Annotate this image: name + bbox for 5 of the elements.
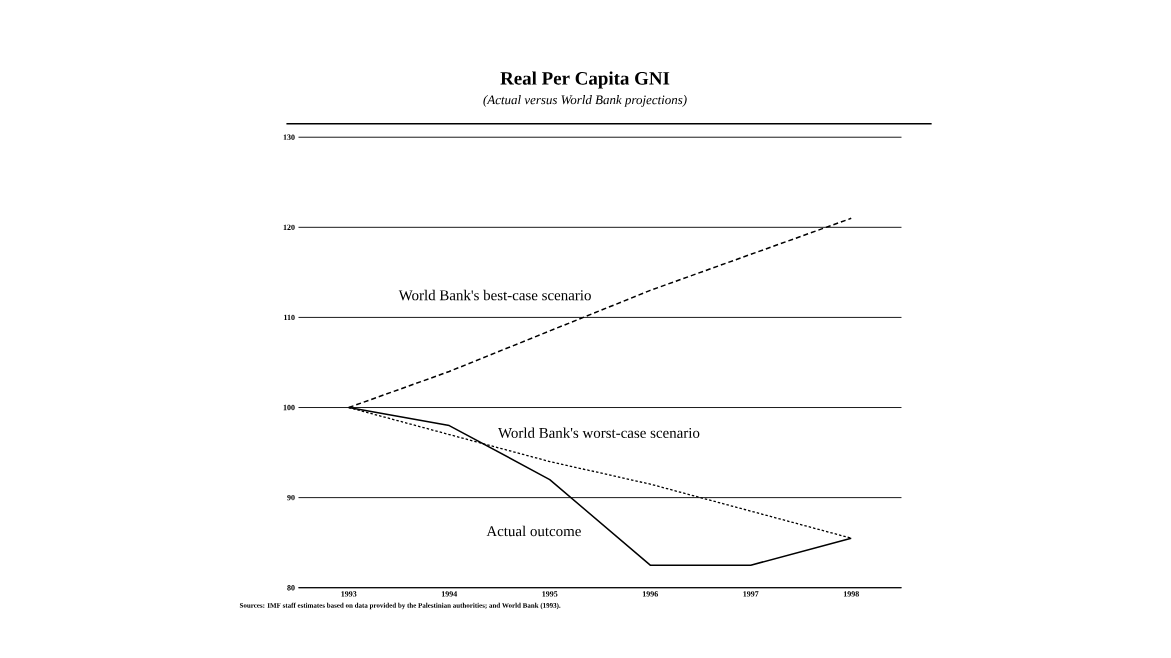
series-label: World Bank's worst-case scenario: [498, 427, 700, 439]
series-label: Actual outcome: [486, 525, 581, 537]
chart-subtitle: (Actual versus World Bank projections): [483, 95, 687, 107]
chart-title: Real Per Capita GNI: [500, 71, 670, 89]
series-label: World Bank's best-case scenario: [398, 289, 591, 301]
